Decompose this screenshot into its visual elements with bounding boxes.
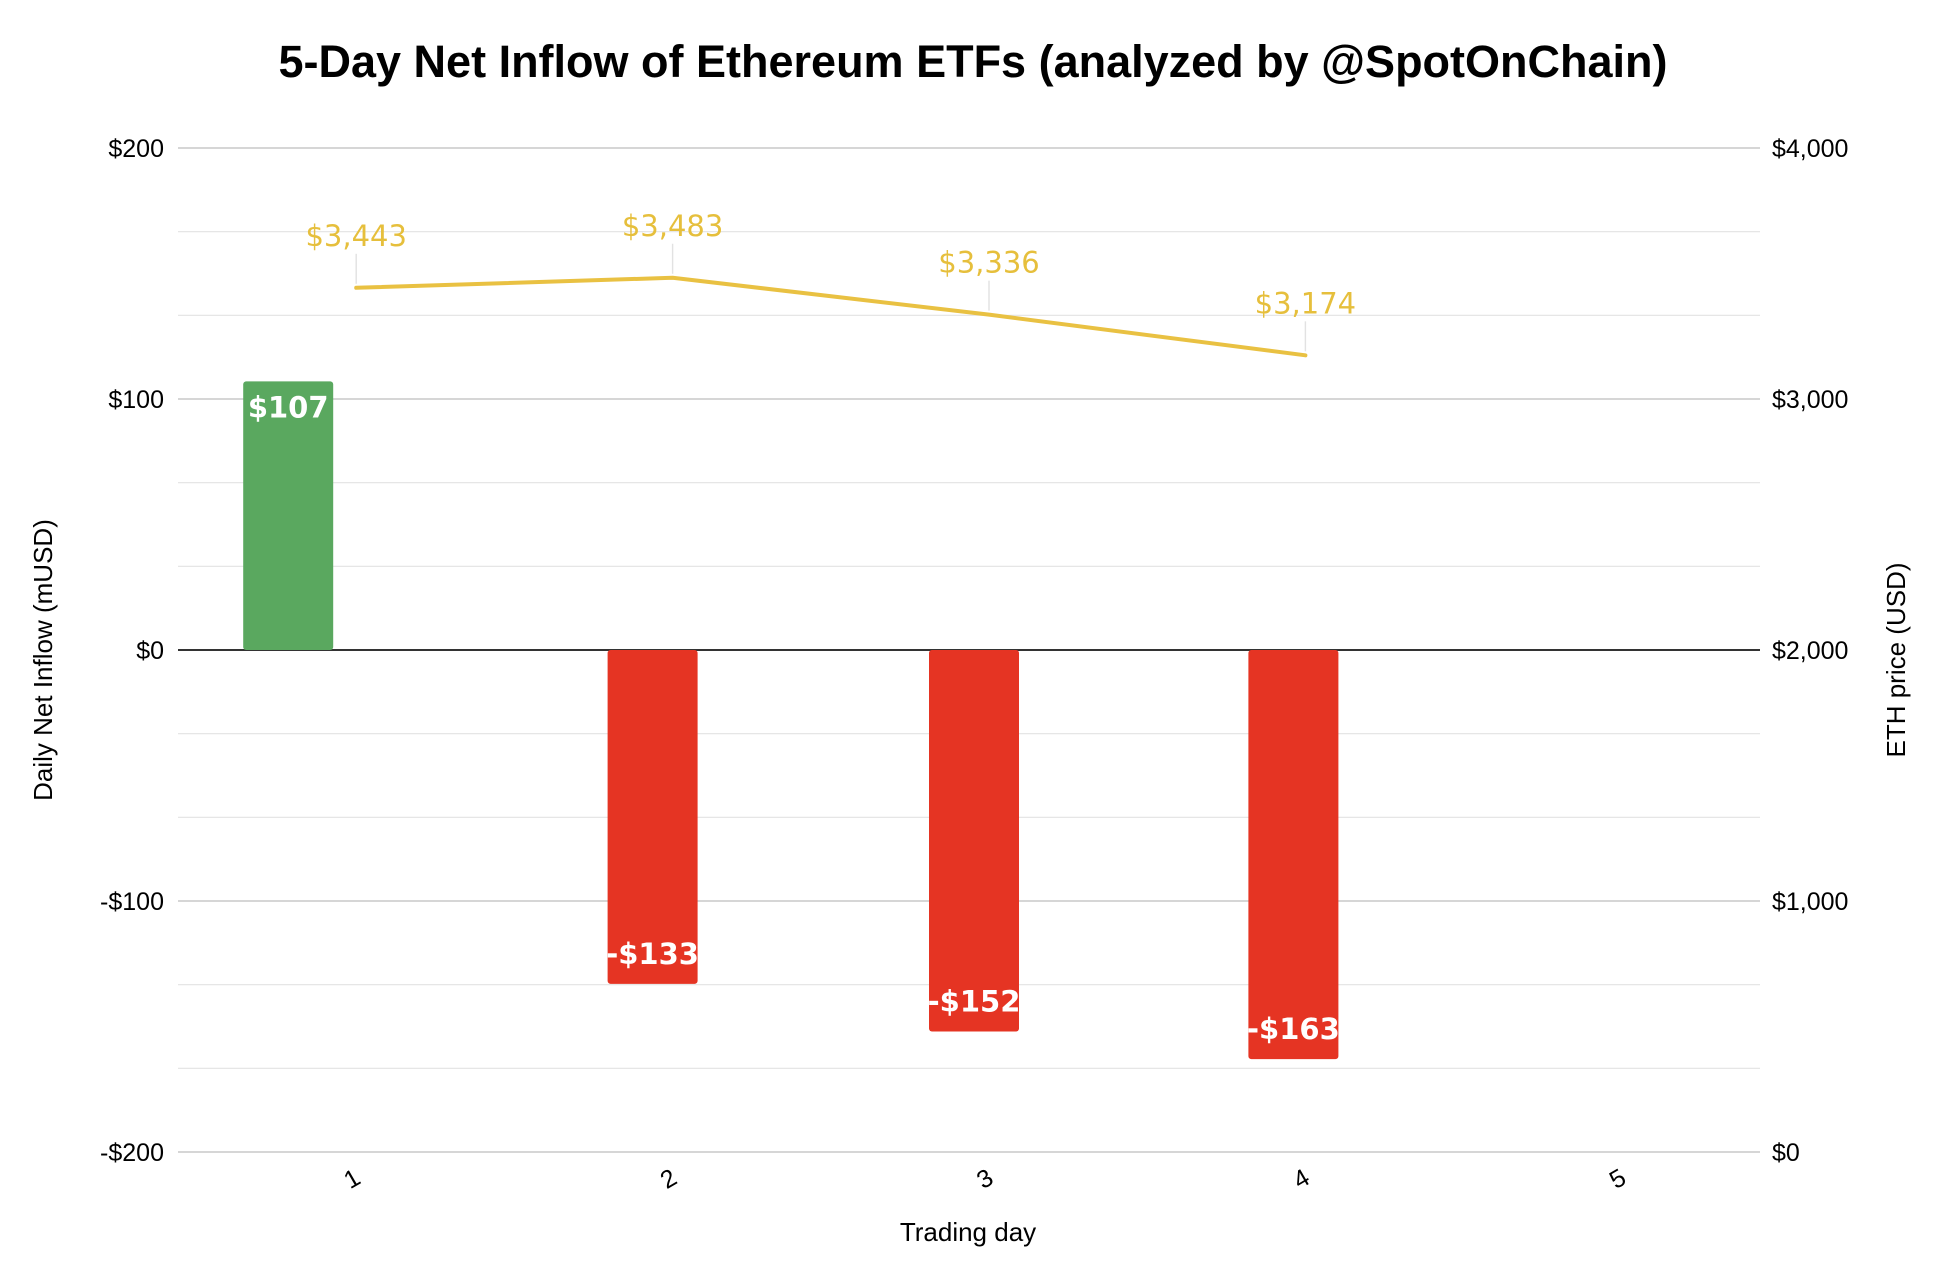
x-axis-ticks: 1 2 3 4 5: [339, 1163, 1631, 1194]
bar-series: [243, 381, 1339, 1060]
price-label-day-3: $3,336: [938, 246, 1039, 280]
left-tick-label: $0: [136, 637, 164, 665]
right-tick-label: $4,000: [1772, 135, 1848, 163]
bar-day-2: [607, 650, 698, 984]
left-axis-ticks: -$200 -$100 $0 $100 $200: [100, 135, 164, 1167]
x-tick-label-day-3: 3: [972, 1163, 998, 1194]
x-tick-label-day-4: 4: [1288, 1163, 1314, 1194]
right-tick-label: $3,000: [1772, 386, 1848, 414]
right-tick-label: $0: [1772, 1139, 1800, 1167]
bar-label-day-3: -$152: [928, 985, 1021, 1019]
bar-label-day-1: $107: [248, 390, 329, 424]
right-tick-label: $2,000: [1772, 637, 1848, 665]
right-axis-ticks: $0 $1,000 $2,000 $3,000 $4,000: [1772, 135, 1848, 1167]
price-line-series: $3,443 $3,483 $3,336 $3,174: [305, 209, 1356, 358]
x-tick-label-day-5: 5: [1605, 1163, 1631, 1194]
bar-day-1: [243, 381, 334, 650]
left-tick-label: -$100: [100, 888, 164, 916]
eth-price-line: [354, 275, 1308, 358]
bar-day-4: [1248, 650, 1339, 1060]
left-tick-label: $100: [108, 386, 164, 414]
x-tick-label-day-2: 2: [656, 1163, 682, 1194]
bar-label-day-2: -$133: [606, 937, 699, 971]
right-tick-label: $1,000: [1772, 888, 1848, 916]
bar-day-3: [929, 650, 1019, 1032]
x-axis-title: Trading day: [900, 1217, 1036, 1247]
chart-title: 5-Day Net Inflow of Ethereum ETFs (analy…: [278, 36, 1668, 87]
bar-data-labels: $107 -$133 -$152 -$163: [248, 390, 1340, 1046]
price-label-day-1: $3,443: [305, 219, 406, 253]
y-axis-title: Daily Net Inflow (mUSD): [28, 519, 58, 801]
y2-axis-title: ETH price (USD): [1881, 562, 1911, 757]
left-tick-label: $200: [108, 135, 164, 163]
left-tick-label: -$200: [100, 1139, 164, 1167]
price-label-day-4: $3,174: [1255, 286, 1356, 320]
x-tick-label-day-1: 1: [339, 1163, 365, 1194]
bar-label-day-4: -$163: [1247, 1012, 1340, 1046]
price-label-day-2: $3,483: [622, 209, 723, 243]
